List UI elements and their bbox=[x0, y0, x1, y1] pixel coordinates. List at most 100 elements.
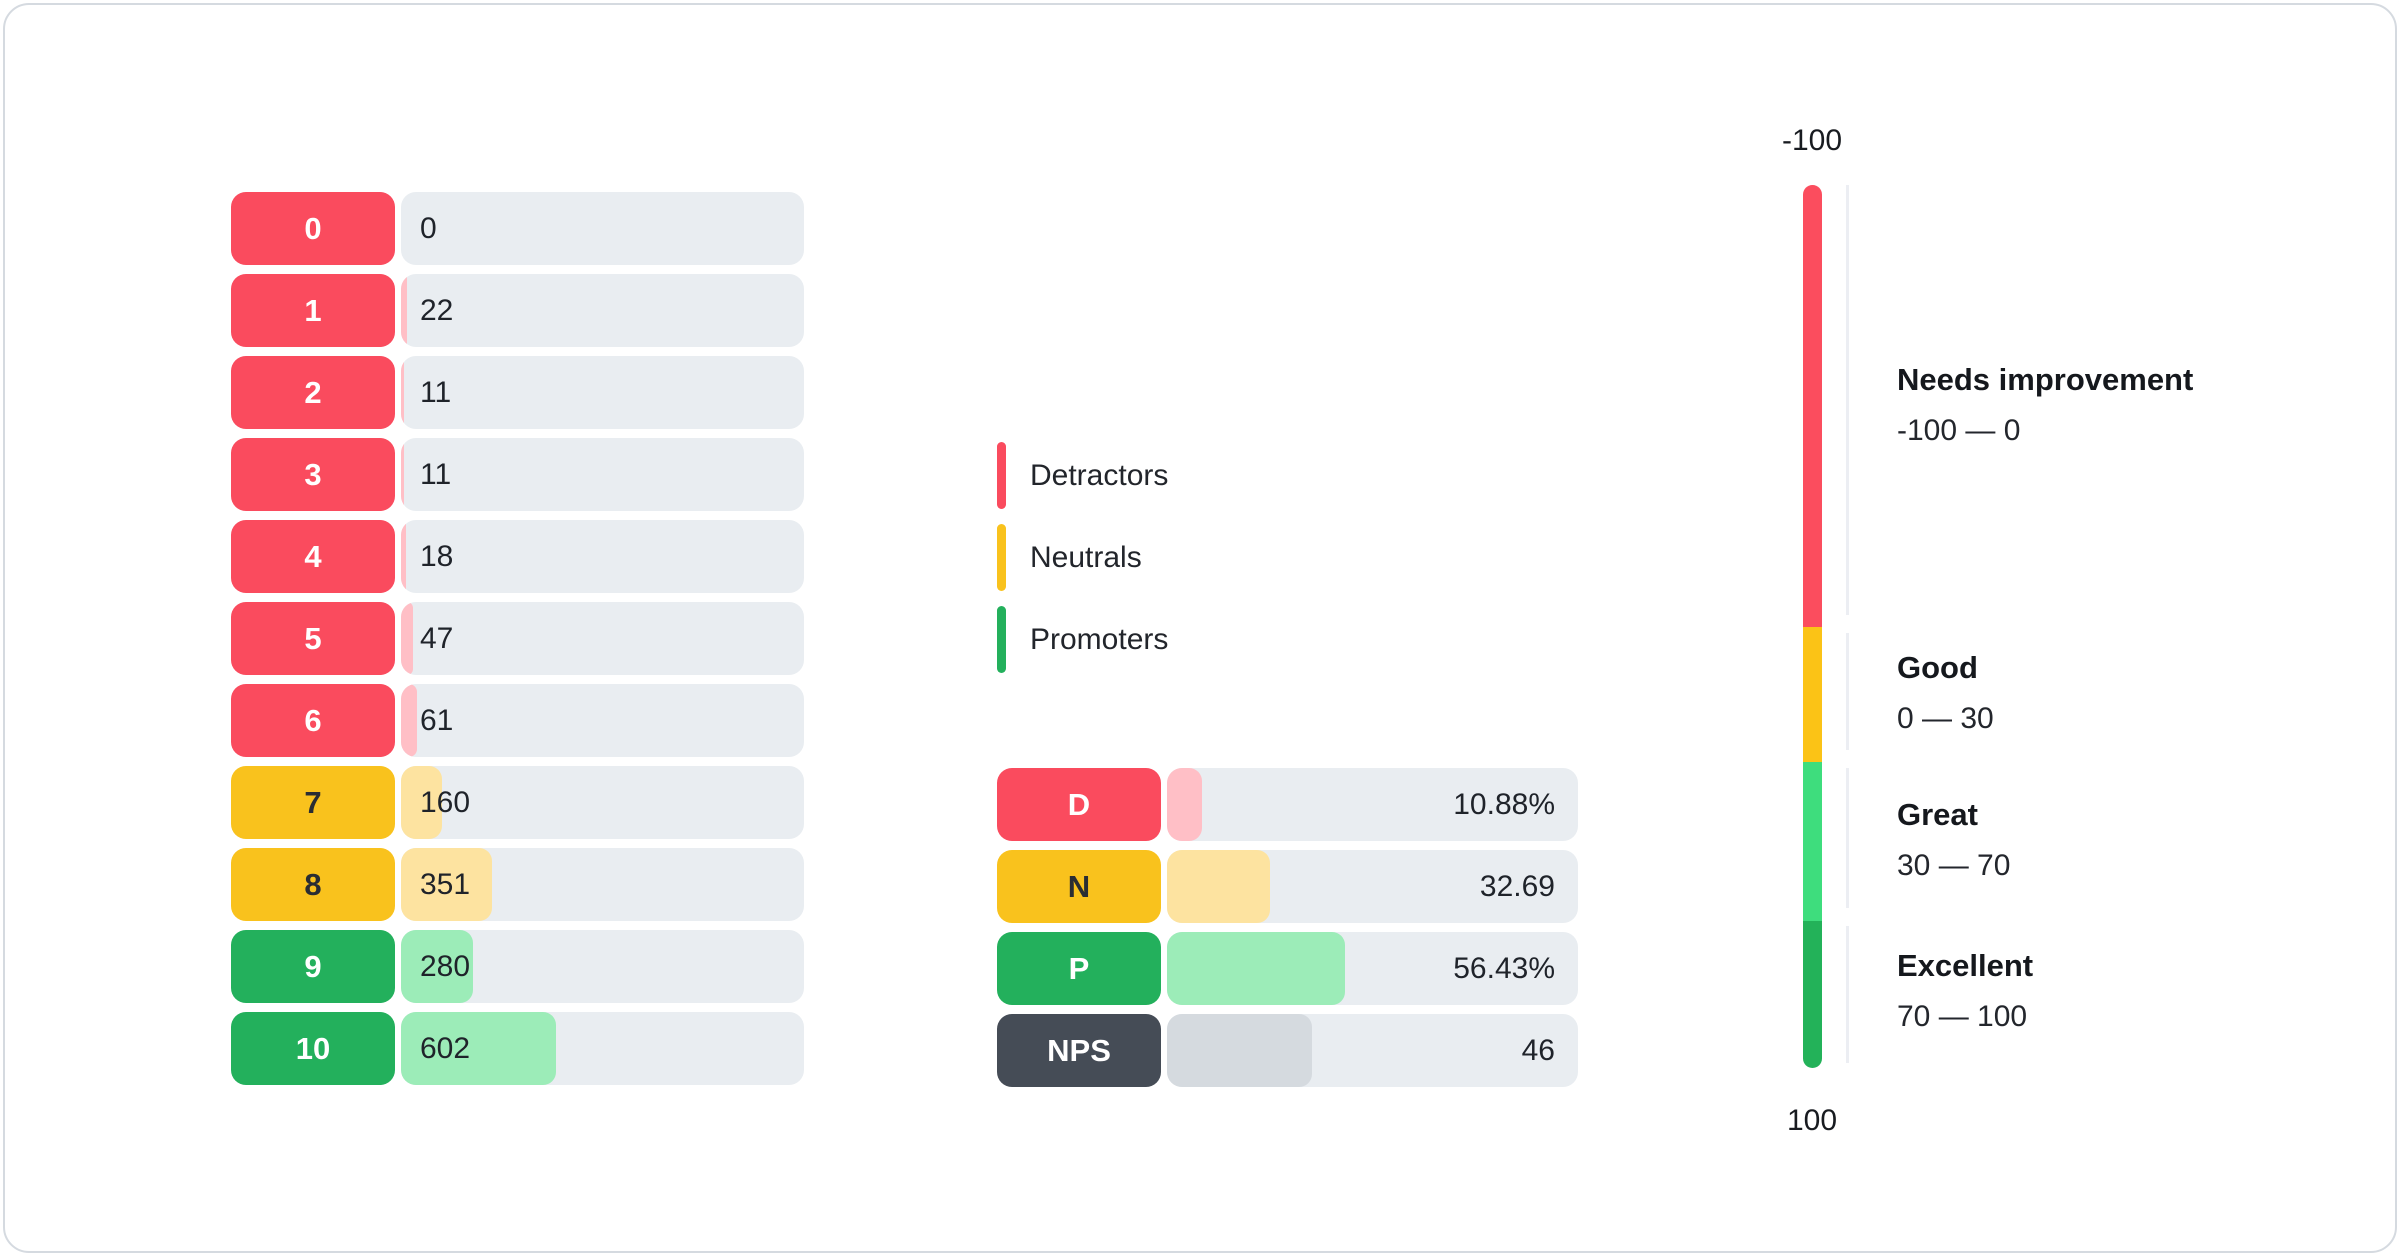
score-bar-fill bbox=[401, 520, 406, 593]
score-bar-track: 61 bbox=[401, 684, 804, 757]
score-bar-track: 18 bbox=[401, 520, 804, 593]
gauge-tick-segment bbox=[1846, 917, 1849, 1063]
score-count: 61 bbox=[420, 703, 454, 737]
score-row[interactable]: 3 11 bbox=[231, 438, 804, 511]
score-badge: 10 bbox=[231, 1012, 395, 1085]
summary-value: 10.88% bbox=[1453, 787, 1555, 821]
legend-item-neutrals[interactable]: Neutrals bbox=[997, 524, 1168, 591]
gauge-zone-good: Good 0 — 30 bbox=[1897, 650, 1994, 736]
score-bar-fill bbox=[401, 1012, 557, 1085]
score-count: 160 bbox=[420, 785, 471, 819]
score-count: 11 bbox=[420, 375, 452, 409]
score-badge: 6 bbox=[231, 684, 395, 757]
summary-value: 46 bbox=[1521, 1033, 1555, 1067]
summary-bar-fill bbox=[1167, 1014, 1313, 1087]
zone-range: 30 — 70 bbox=[1897, 849, 2011, 882]
score-badge: 2 bbox=[231, 356, 395, 429]
summary-bar-track: 10.88% bbox=[1167, 768, 1578, 841]
score-bar-fill bbox=[401, 684, 417, 757]
legend-label: Neutrals bbox=[1030, 540, 1142, 574]
score-bar-track: 280 bbox=[401, 930, 804, 1003]
gauge-tick-segment bbox=[1846, 759, 1849, 917]
summary-value: 32.69 bbox=[1479, 869, 1555, 903]
score-count: 11 bbox=[420, 457, 452, 491]
score-bar-fill bbox=[401, 602, 414, 675]
score-bar-fill bbox=[401, 274, 407, 347]
score-badge: 1 bbox=[231, 274, 395, 347]
score-bar-track: 351 bbox=[401, 848, 804, 921]
gauge-zone-great: Great 30 — 70 bbox=[1897, 797, 2010, 883]
score-row[interactable]: 5 47 bbox=[231, 602, 804, 675]
score-count: 351 bbox=[420, 867, 471, 901]
score-badge: 4 bbox=[231, 520, 395, 593]
legend-item-promoters[interactable]: Promoters bbox=[997, 606, 1168, 673]
score-row[interactable]: 9 280 bbox=[231, 930, 804, 1003]
score-row[interactable]: 4 18 bbox=[231, 520, 804, 593]
summary-bar-track: 46 bbox=[1167, 1014, 1578, 1087]
score-bar-track: 47 bbox=[401, 602, 804, 675]
zone-title: Excellent bbox=[1897, 948, 2034, 983]
score-bar-fill bbox=[401, 438, 404, 511]
score-row[interactable]: 7 160 bbox=[231, 766, 804, 839]
score-badge: 9 bbox=[231, 930, 395, 1003]
score-count: 18 bbox=[420, 539, 454, 573]
summary-value: 56.43% bbox=[1453, 951, 1555, 985]
summary-badge-nps: NPS bbox=[997, 1014, 1161, 1087]
score-row[interactable]: 1 22 bbox=[231, 274, 804, 347]
legend-swatch-detractors bbox=[997, 442, 1006, 509]
zone-range: 70 — 100 bbox=[1897, 1000, 2028, 1033]
summary-bar-track: 56.43% bbox=[1167, 932, 1578, 1005]
score-count: 602 bbox=[420, 1031, 471, 1065]
summary-badge-promoters: P bbox=[997, 932, 1161, 1005]
summary-bar-fill bbox=[1167, 932, 1346, 1005]
score-badge: 7 bbox=[231, 766, 395, 839]
summary-row-promoters[interactable]: P 56.43% bbox=[997, 932, 1578, 1005]
score-badge: 8 bbox=[231, 848, 395, 921]
score-bar-track: 22 bbox=[401, 274, 804, 347]
gauge-tick-segment bbox=[1846, 185, 1849, 624]
score-count: 0 bbox=[420, 211, 437, 245]
summary-badge-neutrals: N bbox=[997, 850, 1161, 923]
zone-title: Good bbox=[1897, 650, 1978, 685]
score-count: 22 bbox=[420, 293, 454, 327]
summary-row-nps[interactable]: NPS 46 bbox=[997, 1014, 1578, 1087]
score-bar-track: 11 bbox=[401, 438, 804, 511]
zone-title: Needs improvement bbox=[1897, 362, 2194, 397]
summary-bar-fill bbox=[1167, 850, 1271, 923]
score-bar-track: 0 bbox=[401, 192, 804, 265]
gauge-zone-excellent: Excellent 70 — 100 bbox=[1897, 948, 2033, 1034]
zone-range: 0 — 30 bbox=[1897, 702, 1994, 735]
score-row[interactable]: 0 0 bbox=[231, 192, 804, 265]
summary-row-neutrals[interactable]: N 32.69 bbox=[997, 850, 1578, 923]
score-row[interactable]: 2 11 bbox=[231, 356, 804, 429]
legend-swatch-neutrals bbox=[997, 524, 1006, 591]
score-count: 47 bbox=[420, 621, 454, 655]
gauge-segment-needs-improvement bbox=[1803, 185, 1822, 627]
nps-summary-chart: D 10.88% N 32.69 P 56.43% NPS 46 bbox=[997, 768, 1578, 1087]
score-bar-track: 11 bbox=[401, 356, 804, 429]
score-badge: 3 bbox=[231, 438, 395, 511]
zone-title: Great bbox=[1897, 797, 1978, 832]
gauge-segment-good bbox=[1803, 626, 1822, 763]
score-badge: 5 bbox=[231, 602, 395, 675]
score-bar-fill bbox=[401, 766, 443, 839]
legend-swatch-promoters bbox=[997, 606, 1006, 673]
score-row[interactable]: 8 351 bbox=[231, 848, 804, 921]
score-row[interactable]: 6 61 bbox=[231, 684, 804, 757]
gauge-bar bbox=[1803, 185, 1822, 1068]
legend-label: Promoters bbox=[1030, 622, 1169, 656]
zone-range: -100 — 0 bbox=[1897, 414, 2021, 447]
score-bar-track: 160 bbox=[401, 766, 804, 839]
legend-item-detractors[interactable]: Detractors bbox=[997, 442, 1168, 509]
gauge-tick-segment bbox=[1846, 624, 1849, 759]
score-bar-track: 602 bbox=[401, 1012, 804, 1085]
score-distribution-chart: 0 0 1 22 2 11 3 11 bbox=[231, 192, 804, 1085]
summary-row-detractors[interactable]: D 10.88% bbox=[997, 768, 1578, 841]
gauge-min-label: 100 bbox=[1786, 1104, 1838, 1137]
score-row[interactable]: 10 602 bbox=[231, 1012, 804, 1085]
summary-bar-fill bbox=[1167, 768, 1202, 841]
summary-bar-track: 32.69 bbox=[1167, 850, 1578, 923]
gauge-zone-needs-improvement: Needs improvement -100 — 0 bbox=[1897, 362, 2193, 448]
legend: Detractors Neutrals Promoters bbox=[997, 442, 1168, 673]
